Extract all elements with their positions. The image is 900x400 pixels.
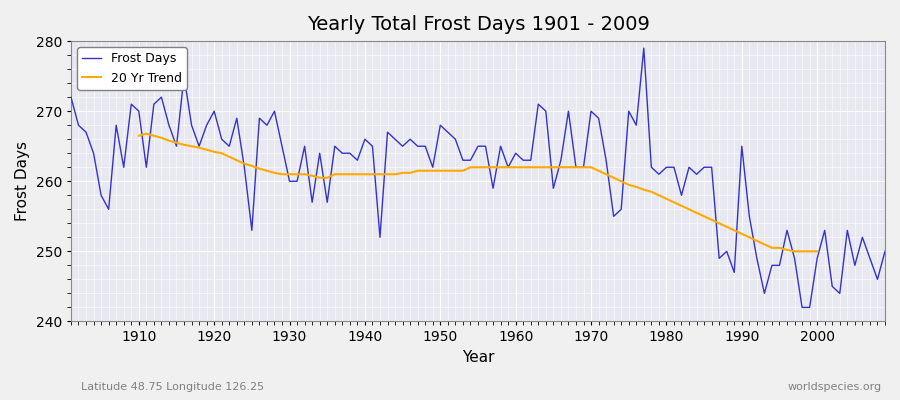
20 Yr Trend	[533, 165, 544, 170]
Title: Yearly Total Frost Days 1901 - 2009: Yearly Total Frost Days 1901 - 2009	[307, 15, 650, 34]
20 Yr Trend	[314, 175, 325, 180]
20 Yr Trend	[805, 249, 815, 254]
Line: 20 Yr Trend: 20 Yr Trend	[139, 134, 817, 251]
20 Yr Trend	[789, 249, 800, 254]
Frost Days	[337, 151, 347, 156]
20 Yr Trend	[141, 131, 152, 136]
Line: Frost Days: Frost Days	[71, 48, 885, 308]
20 Yr Trend	[299, 172, 310, 177]
Text: worldspecies.org: worldspecies.org	[788, 382, 882, 392]
Frost Days	[600, 158, 611, 163]
Frost Days	[292, 179, 302, 184]
Frost Days	[503, 165, 514, 170]
Frost Days	[796, 305, 807, 310]
Text: Latitude 48.75 Longitude 126.25: Latitude 48.75 Longitude 126.25	[81, 382, 264, 392]
20 Yr Trend	[812, 249, 823, 254]
X-axis label: Year: Year	[462, 350, 494, 365]
20 Yr Trend	[133, 133, 144, 138]
Legend: Frost Days, 20 Yr Trend: Frost Days, 20 Yr Trend	[77, 47, 187, 90]
Frost Days	[879, 249, 890, 254]
Frost Days	[66, 95, 77, 100]
Frost Days	[126, 102, 137, 106]
20 Yr Trend	[224, 154, 235, 159]
Frost Days	[638, 46, 649, 50]
20 Yr Trend	[714, 221, 724, 226]
Frost Days	[510, 151, 521, 156]
Y-axis label: Frost Days: Frost Days	[15, 141, 30, 221]
